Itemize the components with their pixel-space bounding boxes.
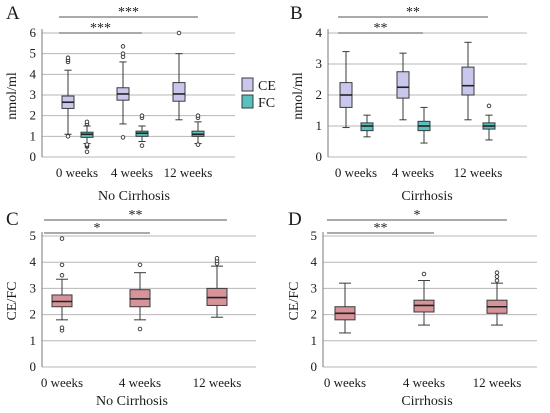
- x-tick-label: 0 weeks: [335, 165, 377, 180]
- outlier-point: [59, 262, 65, 268]
- outlier-point: [59, 325, 65, 330]
- panel-a-xlabel: No Cirrhosis: [98, 189, 170, 204]
- panel-d-ylabel: CE/FC: [287, 282, 302, 321]
- significance-label: ***: [90, 21, 111, 36]
- outlier-point: [59, 273, 65, 278]
- y-tick-label: 2: [316, 87, 323, 102]
- y-tick-label: 5: [311, 228, 318, 243]
- legend: CE FC: [241, 77, 276, 111]
- y-tick-label: 5: [30, 228, 37, 243]
- panel-a-ylabel: nmol/ml: [5, 72, 20, 120]
- y-tick-label: 4: [311, 254, 318, 269]
- outlier-point: [494, 274, 500, 279]
- outlier-point: [137, 262, 143, 268]
- outlier-point: [421, 271, 427, 277]
- panel-a: A nmol/ml No Cirrhosis 0 1 2 3 4 5 6 0 weeks 4 w…: [5, 3, 235, 204]
- box-iqr: [461, 66, 475, 96]
- outlier-point: [139, 143, 145, 148]
- y-tick-label: 1: [30, 333, 37, 348]
- x-tick-label: 12 weeks: [473, 375, 522, 390]
- x-tick-label: 12 weeks: [454, 165, 503, 180]
- panel-d: D CE/FC Cirrhosis 0 1 2 3 4 5 0 weeks 4 weeks 12…: [287, 208, 537, 409]
- y-tick-label: 1: [311, 333, 318, 348]
- significance-label: **: [374, 221, 388, 236]
- outlier-point: [214, 256, 220, 261]
- y-tick-label: 2: [30, 108, 37, 123]
- x-tick-label: 4 weeks: [111, 165, 153, 180]
- panel-a-letter: A: [6, 3, 20, 24]
- panel-b-letter: B: [290, 3, 303, 24]
- x-tick-label: 4 weeks: [392, 165, 434, 180]
- y-tick-label: 3: [30, 87, 37, 102]
- y-tick-label: 4: [30, 66, 37, 81]
- panel-d-letter: D: [288, 209, 302, 230]
- significance-label: **: [129, 208, 143, 223]
- panel-c: C CE/FC No Cirrhosis 0 1 2 3 4 5 0 weeks 4 week…: [5, 208, 256, 409]
- outlier-point: [84, 142, 90, 147]
- significance-label: **: [406, 5, 420, 20]
- outlier-point: [84, 149, 90, 155]
- legend-fc-label: FC: [258, 96, 275, 111]
- y-tick-label: 0: [316, 149, 323, 164]
- x-tick-label: 12 weeks: [164, 165, 213, 180]
- y-tick-label: 1: [316, 118, 323, 133]
- significance-label: **: [374, 21, 388, 36]
- outlier-point: [137, 326, 143, 332]
- significance-label: *: [94, 221, 101, 236]
- y-tick-label: 0: [30, 149, 37, 164]
- y-tick-label: 6: [30, 25, 37, 40]
- x-tick-label: 12 weeks: [193, 375, 242, 390]
- y-tick-label: 3: [316, 56, 323, 71]
- x-tick-label: 0 weeks: [56, 165, 98, 180]
- outlier-point: [139, 113, 145, 118]
- outlier-point: [120, 51, 126, 56]
- y-tick-label: 5: [30, 46, 37, 61]
- outlier-point: [195, 142, 201, 147]
- outlier-point: [65, 134, 71, 139]
- panel-a-marks: 0 1 2 3 4 5 6 0 weeks 4 weeks 12 weeks *** ***: [30, 5, 235, 180]
- legend-ce-label: CE: [258, 79, 276, 94]
- y-tick-label: 4: [30, 254, 37, 269]
- x-tick-label: 4 weeks: [403, 375, 445, 390]
- box-iqr: [172, 82, 186, 102]
- outlier-point: [65, 55, 71, 61]
- y-tick-label: 0: [311, 359, 318, 374]
- outlier-point: [486, 103, 492, 109]
- y-tick-label: 2: [30, 307, 37, 322]
- panel-b: B nmol/ml Cirrhosis 0 1 2 3 4 0 weeks 4 weeks 1…: [290, 3, 527, 204]
- outlier-point: [84, 119, 90, 125]
- legend-fc-swatch: [241, 94, 254, 109]
- panel-b-ylabel: nmol/ml: [291, 72, 306, 120]
- panel-c-ylabel: CE/FC: [5, 282, 20, 321]
- panel-c-xlabel: No Cirrhosis: [96, 394, 168, 409]
- outlier-point: [176, 30, 182, 36]
- y-tick-label: 4: [316, 25, 323, 40]
- x-tick-label: 4 weeks: [119, 375, 161, 390]
- panel-b-xlabel: Cirrhosis: [401, 189, 452, 204]
- y-tick-label: 1: [30, 128, 37, 143]
- panel-d-xlabel: Cirrhosis: [401, 394, 452, 409]
- outlier-point: [494, 278, 500, 283]
- outlier-point: [494, 270, 500, 275]
- significance-label: ***: [118, 5, 139, 20]
- outlier-point: [120, 44, 126, 49]
- y-tick-label: 2: [311, 307, 318, 322]
- y-tick-label: 3: [311, 280, 318, 295]
- outlier-point: [120, 135, 126, 140]
- x-tick-label: 0 weeks: [41, 375, 83, 390]
- panel-b-marks: 0 1 2 3 4 0 weeks 4 weeks 12 weeks ** **: [316, 5, 527, 180]
- outlier-point: [195, 113, 201, 118]
- x-tick-label: 0 weeks: [324, 375, 366, 390]
- significance-label: *: [414, 208, 421, 223]
- outlier-point: [59, 236, 65, 241]
- legend-ce-swatch: [241, 77, 254, 92]
- y-tick-label: 3: [30, 280, 37, 295]
- panel-c-letter: C: [6, 209, 19, 230]
- y-tick-label: 0: [30, 359, 37, 374]
- box-iqr: [396, 71, 410, 99]
